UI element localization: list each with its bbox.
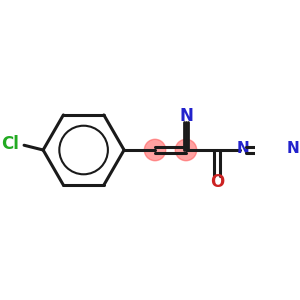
Text: N: N [179, 107, 193, 125]
Text: Cl: Cl [2, 135, 19, 153]
Text: O: O [210, 173, 224, 191]
Circle shape [175, 139, 197, 161]
Text: N: N [237, 141, 250, 156]
Text: N: N [287, 141, 299, 156]
Circle shape [144, 139, 166, 161]
